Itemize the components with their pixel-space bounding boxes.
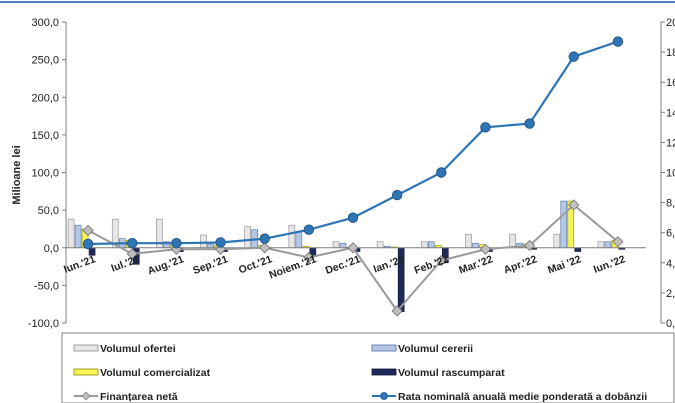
bar-volumul-ofertei — [376, 241, 384, 249]
y-tick-label: 50,0 — [38, 205, 59, 217]
point-rata-nominal-anual-medie-ponderat-a-dob-nzii — [215, 237, 226, 248]
y-tick-label: -50,0 — [34, 280, 59, 292]
bar-volumul-ofertei — [509, 233, 516, 249]
y2-tick-label: 18 — [666, 47, 675, 59]
x-category-label: Iun.'22 — [592, 253, 627, 276]
y2-tick-label: 2, — [666, 288, 675, 300]
y-axis-left: 300,0 250,0 200,0 150,0 100,0 50,0 0,0 -50,0 -10… — [28, 17, 67, 330]
y2-tick-label: 12 — [666, 137, 675, 149]
y2-tick-label: 10 — [666, 168, 675, 180]
point-finan-area-net- — [259, 242, 271, 254]
category-labels: Iun.'21 Iul.'21 Aug.'21 Sep.'21 Oct.'21Noiem… — [62, 253, 627, 281]
y-tick-label: -100,0 — [28, 318, 59, 330]
bar-volumul-rascumparat — [574, 247, 582, 252]
point-rata-nominal-anual-medie-ponderat-a-dob-nzii — [480, 122, 491, 133]
y2-tick-label: 4, — [666, 258, 675, 270]
bar-volumul-cererii — [74, 224, 82, 249]
point-rata-nominal-anual-medie-ponderat-a-dob-nzii — [82, 238, 94, 250]
x-category-label: Dec.'21 — [324, 253, 362, 277]
x-category-label: Mai '22 — [546, 253, 583, 276]
y-tick-label: 0,0 — [44, 243, 59, 255]
bar-volumul-ofertei — [465, 233, 472, 249]
point-rata-nominal-anual-medie-ponderat-a-dob-nzii — [436, 167, 447, 178]
y-tick-label: 150,0 — [31, 130, 59, 142]
y2-tick-label: 0, — [666, 318, 675, 330]
bar-volumul-ofertei — [553, 233, 561, 249]
point-finan-area-net- — [435, 254, 447, 267]
legend-frame — [61, 332, 675, 403]
x-category-label: Apr.'22 — [502, 253, 539, 276]
y2-tick-label: 14 — [666, 107, 675, 119]
legend-label-finan-area-net-: Finanțarea netă — [100, 391, 178, 403]
bar-volumul-cererii — [295, 230, 303, 249]
x-category-label: Noiem.'21 — [268, 253, 318, 281]
legend-swatch-volumul-rascumparat — [371, 368, 397, 376]
y-tick-label: 200,0 — [31, 92, 59, 104]
bar-volumul-ofertei — [421, 241, 428, 249]
point-rata-nominal-anual-medie-ponderat-a-dob-nzii — [127, 238, 138, 249]
legend-label-volumul-ofertei: Volumul ofertei — [100, 343, 176, 355]
point-rata-nominal-anual-medie-ponderat-a-dob-nzii — [347, 212, 359, 223]
legend-marker-rata-nominal-anual-medie-ponderat-a-dob-nzii — [380, 392, 388, 400]
point-finan-area-net- — [347, 242, 359, 254]
point-rata-nominal-anual-medie-ponderat-a-dob-nzii — [524, 118, 535, 129]
y2-tick-label: 16 — [666, 77, 675, 89]
x-category-label: Iul.'21 — [110, 253, 142, 274]
y-tick-label: 300,0 — [31, 17, 59, 29]
y-axis-title: Milioane lei — [11, 145, 23, 204]
point-rata-nominal-anual-medie-ponderat-a-dob-nzii — [171, 238, 182, 249]
x-category-label: Feb.'22 — [413, 253, 451, 277]
y2-tick-label: 6, — [666, 228, 675, 240]
bar-volumul-cererii — [339, 242, 347, 249]
legend-swatch-volumul-cererii — [371, 344, 397, 352]
y2-tick-label: 20 — [666, 17, 675, 29]
legend-label-volumul-cererii: Volumul cererii — [398, 343, 473, 355]
bar-volumul-ofertei — [244, 226, 251, 249]
bar-volumul-ofertei — [288, 224, 296, 249]
y2-tick-label: 8, — [666, 198, 675, 210]
point-finan-area-net- — [524, 239, 536, 252]
point-finan-area-net- — [391, 305, 403, 317]
point-rata-nominal-anual-medie-ponderat-a-dob-nzii — [391, 189, 403, 201]
x-category-label: Aug.'21 — [146, 253, 185, 277]
legend-label-volumul-rascumparat: Volumul rascumparat — [398, 367, 505, 379]
legend-label-rata-nominal-anual-medie-ponderat-a-dob-nzii: Rata nominală anuală medie ponderată a d… — [398, 391, 647, 403]
bar-volumul-cererii — [472, 242, 479, 249]
point-finan-area-net- — [479, 243, 492, 255]
bar-volumul-ofertei — [67, 218, 75, 249]
bar-volumul-ofertei — [200, 234, 207, 249]
legend-marker-finan-area-net- — [81, 391, 91, 401]
point-rata-nominal-anual-medie-ponderat-a-dob-nzii — [303, 224, 315, 235]
point-finan-area-net- — [303, 251, 315, 264]
bar-volumul-cererii — [207, 243, 214, 249]
point-rata-nominal-anual-medie-ponderat-a-dob-nzii — [259, 233, 270, 244]
x-category-label: Mar.'22 — [457, 253, 494, 276]
y-axis-right: 20 18 16 14 12 10 8, 6, 4, 2, 0, — [660, 17, 675, 330]
legend-label-volumul-comercializat: Volumul comercializat — [100, 367, 211, 379]
x-category-label: Sep.'21 — [191, 253, 229, 277]
point-finan-area-net- — [82, 224, 94, 237]
legend: Volumul ofertei Volumul cererii Volumul co… — [61, 332, 675, 403]
point-finan-area-net- — [612, 236, 624, 248]
x-category-label: Iun.'21 — [62, 253, 97, 276]
bar-volumul-cererii — [428, 241, 435, 249]
point-finan-area-net- — [126, 248, 138, 260]
legend-swatch-volumul-ofertei — [73, 344, 99, 352]
lines-group — [82, 36, 624, 317]
bar-volumul-ofertei — [332, 241, 340, 249]
point-rata-nominal-anual-medie-ponderat-a-dob-nzii — [568, 51, 579, 62]
y-tick-label: 250,0 — [31, 55, 59, 67]
point-rata-nominal-anual-medie-ponderat-a-dob-nzii — [612, 36, 624, 47]
bar-volumul-cererii — [560, 200, 568, 249]
point-finan-area-net- — [568, 199, 580, 211]
y-tick-label: 100,0 — [31, 168, 59, 180]
bar-volumul-ofertei — [597, 241, 605, 249]
bar-volumul-cererii — [604, 241, 612, 249]
legend-swatch-volumul-comercializat — [73, 368, 99, 376]
